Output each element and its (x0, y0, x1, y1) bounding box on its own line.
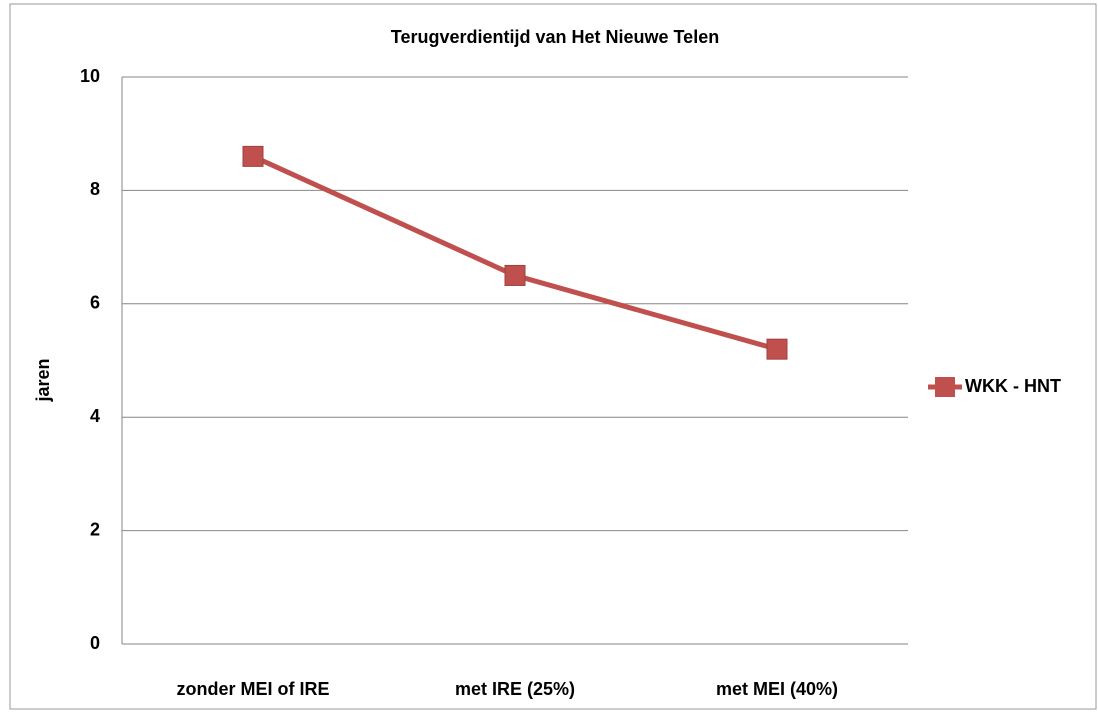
x-tick-label: met MEI (40%) (716, 679, 838, 699)
y-axis-label: jaren (33, 358, 53, 402)
x-tick-label: zonder MEI of IRE (177, 679, 330, 699)
y-tick-label: 8 (90, 179, 100, 199)
marker (242, 145, 264, 167)
y-tick-label: 0 (90, 633, 100, 653)
y-tick-label: 6 (90, 293, 100, 313)
chart-border (9, 3, 1097, 710)
marker (766, 338, 788, 360)
legend-label: WKK - HNT (965, 376, 1061, 396)
y-tick-label: 10 (80, 66, 100, 86)
legend-marker (935, 377, 955, 397)
y-tick-label: 4 (90, 406, 100, 426)
y-tick-label: 2 (90, 519, 100, 539)
chart-title: Terugverdientijd van Het Nieuwe Telen (391, 27, 719, 47)
marker (504, 264, 526, 286)
x-tick-label: met IRE (25%) (455, 679, 575, 699)
